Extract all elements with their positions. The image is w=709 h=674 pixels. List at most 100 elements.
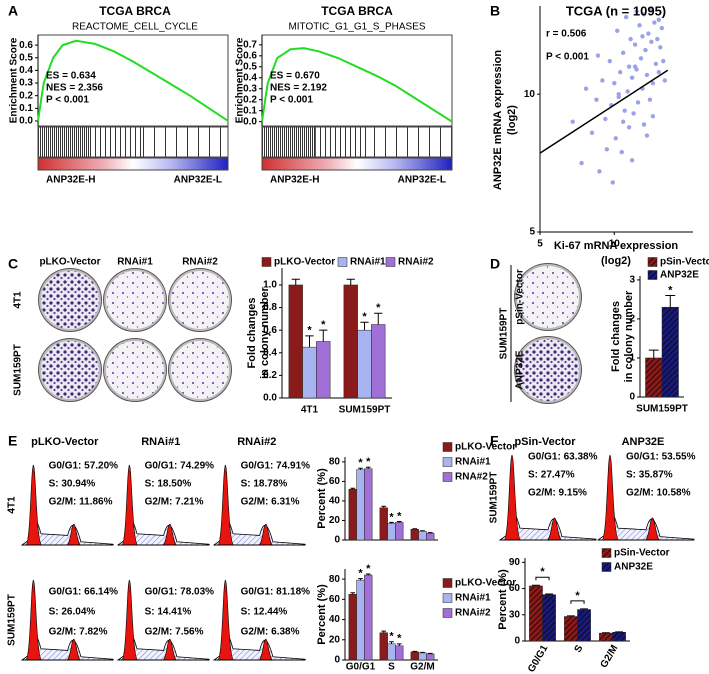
axis-title: Percent (%)	[316, 468, 328, 529]
rank-colorbar	[37, 157, 229, 171]
legend-label: RNAi#1	[350, 257, 386, 268]
significance-mark: *	[358, 568, 363, 580]
bar	[364, 468, 373, 541]
cell-cycle-label: S: 14.41%	[145, 607, 192, 618]
point	[600, 78, 605, 83]
point	[649, 6, 654, 11]
g2-peak	[258, 638, 274, 661]
point	[650, 80, 656, 86]
significance-mark: *	[321, 319, 326, 331]
bar	[542, 594, 556, 642]
error-bar	[358, 578, 363, 581]
cell-cycle-label: G0/G1: 74.29%	[145, 461, 215, 472]
bar	[661, 306, 679, 398]
axis-title: Enrichment Score	[9, 37, 20, 123]
legend-swatch	[601, 548, 612, 558]
x-tick-label: SUM159PT	[636, 404, 688, 415]
rank-label: ANP32E-H	[270, 175, 319, 186]
error-bar	[412, 650, 418, 652]
cell-cycle-label: G2/M: 7.21%	[145, 497, 204, 508]
g1-peak	[217, 579, 235, 661]
y-tick-label: 0.0	[243, 116, 257, 127]
point	[626, 125, 632, 130]
legend-swatch	[442, 457, 453, 467]
y-tick-label: 3	[629, 275, 635, 286]
y-tick-label: 0.7	[243, 40, 257, 51]
axis-title: pSin-Vector	[515, 269, 526, 325]
point	[653, 61, 659, 67]
enrichment-curve	[37, 39, 229, 122]
axis-title: SUM159PT	[489, 472, 500, 524]
point	[579, 160, 584, 166]
hit-barcode	[262, 127, 316, 157]
hit-barcode	[142, 127, 228, 157]
point	[629, 75, 635, 80]
point	[629, 158, 635, 163]
bar	[348, 488, 357, 541]
y-tick-label: 80	[329, 574, 341, 585]
axis-title: Enrichment Score	[235, 37, 246, 123]
point	[641, 12, 647, 17]
axis-title: (log2)	[506, 105, 518, 135]
y-tick-label: 0.0	[19, 116, 33, 127]
point	[619, 149, 624, 155]
annotation: ES = 0.670	[270, 71, 320, 82]
error-bar	[396, 520, 402, 523]
rank-label: ANP32E-H	[46, 175, 95, 186]
bar	[379, 507, 388, 541]
cell-cycle-label: G0/G1: 81.18%	[241, 587, 311, 598]
significance-mark: *	[397, 510, 402, 522]
cell-cycle-label: S: 30.94%	[49, 479, 96, 490]
cell-cycle-label: G0/G1: 53.55%	[626, 452, 696, 463]
g1-peak	[601, 454, 620, 541]
y-tick-label: 90	[509, 557, 521, 568]
dish	[104, 339, 166, 401]
point	[615, 28, 620, 34]
point	[623, 14, 629, 20]
point	[650, 114, 656, 119]
bar	[645, 357, 663, 398]
cell-cycle-label: G0/G1: 74.91%	[241, 461, 311, 472]
axis-title: in colony number	[259, 286, 271, 378]
legend-swatch	[442, 472, 453, 482]
cell-cycle-label: S: 35.87%	[626, 470, 673, 481]
point	[647, 97, 653, 102]
axis-title: 4T1	[13, 291, 24, 309]
bar	[364, 574, 373, 661]
cell-cycle-label: G2/M: 6.31%	[241, 497, 300, 508]
y-tick-label: 80	[329, 457, 341, 468]
panel-label: B	[490, 3, 500, 19]
point	[570, 119, 575, 124]
axis-title: SUM159PT	[499, 308, 510, 360]
cell-cycle-label: G2/M: 7.56%	[145, 627, 204, 638]
error-bar	[365, 466, 371, 469]
cell-cycle-label: G2/M: 6.38%	[241, 627, 300, 638]
dish	[515, 264, 581, 330]
annotation: NES = 2.192	[270, 83, 327, 94]
bar	[356, 469, 365, 541]
point	[610, 180, 615, 185]
point	[622, 108, 627, 113]
bar	[410, 529, 419, 541]
rank-colorbar	[261, 157, 453, 171]
point	[603, 116, 608, 122]
point	[613, 136, 618, 141]
point	[583, 86, 589, 91]
bar	[302, 346, 317, 399]
y-tick-label: 0.4	[263, 347, 277, 358]
g1-peak	[503, 454, 522, 541]
significance-mark: *	[540, 566, 545, 578]
point	[659, 25, 665, 31]
point	[634, 9, 639, 14]
enrichment-curve	[261, 47, 453, 123]
legend-label: RNAi#2	[455, 608, 491, 619]
y-tick-label: 0.6	[243, 50, 257, 61]
x-tick-label: S	[573, 643, 586, 655]
fit-line	[539, 69, 669, 154]
x-axis-title: Ki-67 mRNA expression	[554, 240, 679, 252]
chart-title: TCGA BRCA	[321, 4, 393, 18]
chart-subtitle: REACTOME_CELL_CYCLE	[72, 22, 198, 33]
y-tick-label: 0	[334, 655, 340, 666]
point	[632, 42, 638, 47]
y-tick-label: 0	[514, 636, 520, 647]
